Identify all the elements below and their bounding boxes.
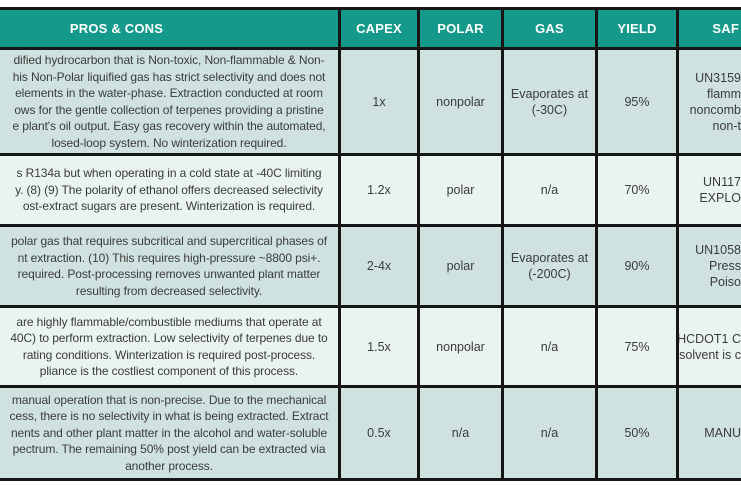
comparison-table: PROS & CONS CAPEX POLAR GAS YIELD SAF di… bbox=[0, 7, 741, 481]
capex-cell-row1: 1x bbox=[341, 50, 417, 153]
header-polar: POLAR bbox=[420, 10, 501, 47]
gas-cell-row3: Evaporates at (-200C) bbox=[504, 227, 595, 305]
header-safety: SAF bbox=[679, 10, 741, 47]
gas-cell-row1: Evaporates at (-30C) bbox=[504, 50, 595, 153]
capex-cell-row5: 0.5x bbox=[341, 388, 417, 478]
header-yield: YIELD bbox=[598, 10, 676, 47]
polar-cell-row4: nonpolar bbox=[420, 308, 501, 385]
yield-cell-row2: 70% bbox=[598, 156, 676, 224]
yield-cell-row3: 90% bbox=[598, 227, 676, 305]
safety-cell-row4: HCDOT1 C solvent is c bbox=[679, 308, 741, 385]
polar-cell-row5: n/a bbox=[420, 388, 501, 478]
pros-cell-row1: dified hydrocarbon that is Non-toxic, No… bbox=[0, 50, 338, 153]
polar-cell-row3: polar bbox=[420, 227, 501, 305]
header-gas: GAS bbox=[504, 10, 595, 47]
polar-cell-row1: nonpolar bbox=[420, 50, 501, 153]
capex-cell-row4: 1.5x bbox=[341, 308, 417, 385]
gas-cell-row5: n/a bbox=[504, 388, 595, 478]
safety-cell-row5: MANU bbox=[679, 388, 741, 478]
safety-cell-row3: UN1058 Press Poiso bbox=[679, 227, 741, 305]
capex-cell-row3: 2-4x bbox=[341, 227, 417, 305]
pros-cell-row4: are highly flammable/combustible mediums… bbox=[0, 308, 338, 385]
capex-cell-row2: 1.2x bbox=[341, 156, 417, 224]
polar-cell-row2: polar bbox=[420, 156, 501, 224]
gas-cell-row2: n/a bbox=[504, 156, 595, 224]
gas-cell-row4: n/a bbox=[504, 308, 595, 385]
pros-cell-row3: polar gas that requires subcritical and … bbox=[0, 227, 338, 305]
safety-cell-row1: UN3159 flamm noncomb non-t bbox=[679, 50, 741, 153]
header-capex: CAPEX bbox=[341, 10, 417, 47]
safety-cell-row2: UN117 EXPLO bbox=[679, 156, 741, 224]
yield-cell-row5: 50% bbox=[598, 388, 676, 478]
yield-cell-row4: 75% bbox=[598, 308, 676, 385]
pros-cell-row2: s R134a but when operating in a cold sta… bbox=[0, 156, 338, 224]
yield-cell-row1: 95% bbox=[598, 50, 676, 153]
header-pros-cons: PROS & CONS bbox=[0, 10, 338, 47]
pros-cell-row5: manual operation that is non-precise. Du… bbox=[0, 388, 338, 478]
